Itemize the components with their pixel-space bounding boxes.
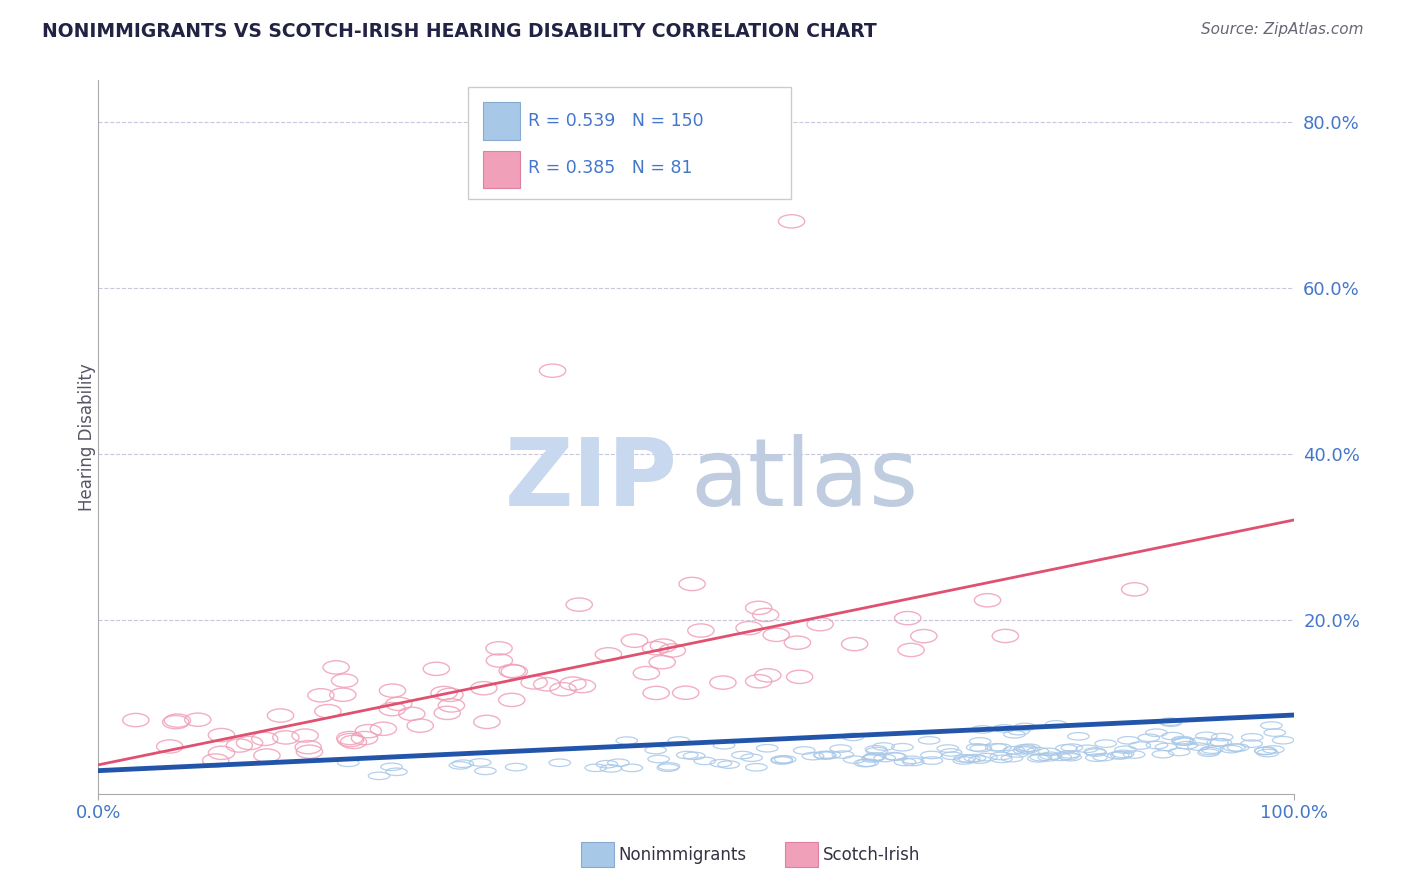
Y-axis label: Hearing Disability: Hearing Disability — [79, 363, 96, 511]
Text: R = 0.385   N = 81: R = 0.385 N = 81 — [529, 159, 693, 177]
Text: NONIMMIGRANTS VS SCOTCH-IRISH HEARING DISABILITY CORRELATION CHART: NONIMMIGRANTS VS SCOTCH-IRISH HEARING DI… — [42, 22, 877, 41]
Text: Source: ZipAtlas.com: Source: ZipAtlas.com — [1201, 22, 1364, 37]
Text: Scotch-Irish: Scotch-Irish — [823, 846, 920, 863]
Text: Nonimmigrants: Nonimmigrants — [619, 846, 747, 863]
Text: R = 0.539   N = 150: R = 0.539 N = 150 — [529, 112, 704, 129]
Text: atlas: atlas — [690, 434, 918, 526]
Text: ZIP: ZIP — [505, 434, 678, 526]
